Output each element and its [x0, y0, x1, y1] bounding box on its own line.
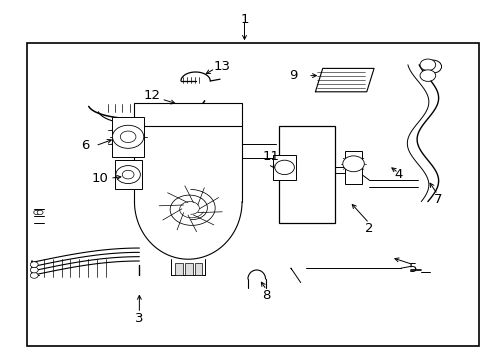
- Circle shape: [122, 170, 134, 179]
- Bar: [175, 263, 183, 275]
- Circle shape: [30, 262, 38, 267]
- Circle shape: [274, 160, 294, 175]
- Text: 1: 1: [240, 13, 248, 26]
- Text: 4: 4: [393, 168, 402, 181]
- Circle shape: [120, 131, 136, 143]
- Circle shape: [112, 125, 143, 148]
- Bar: [278, 126, 334, 223]
- Text: 13: 13: [214, 60, 230, 73]
- Text: 12: 12: [143, 89, 160, 102]
- Bar: [344, 151, 361, 184]
- Bar: [184, 263, 192, 275]
- Text: 2: 2: [364, 222, 373, 235]
- Text: 11: 11: [263, 150, 279, 163]
- Text: 5: 5: [408, 262, 417, 275]
- Circle shape: [116, 166, 140, 184]
- Bar: [194, 263, 202, 275]
- Circle shape: [30, 267, 38, 273]
- Circle shape: [423, 60, 441, 73]
- Circle shape: [342, 156, 364, 172]
- Bar: [27, 43, 478, 346]
- Text: 9: 9: [288, 69, 297, 82]
- Text: 6: 6: [81, 139, 90, 152]
- Text: 8: 8: [262, 289, 270, 302]
- Bar: [115, 160, 142, 189]
- Text: 3: 3: [135, 312, 143, 325]
- Circle shape: [419, 70, 435, 81]
- Circle shape: [34, 210, 40, 215]
- Bar: [112, 117, 144, 157]
- Text: 7: 7: [432, 193, 441, 206]
- Text: 10: 10: [92, 172, 108, 185]
- Bar: [134, 103, 242, 126]
- Circle shape: [419, 59, 435, 71]
- Bar: [272, 155, 296, 180]
- Circle shape: [30, 273, 38, 278]
- Circle shape: [37, 210, 43, 215]
